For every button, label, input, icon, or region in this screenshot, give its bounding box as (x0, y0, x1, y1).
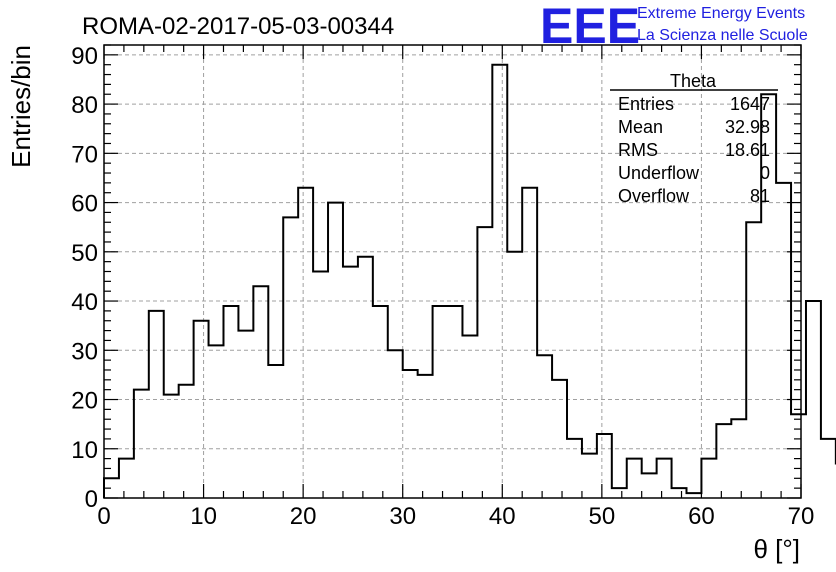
histogram-bin-9 (238, 331, 253, 498)
histogram-outline (103, 63, 836, 498)
histogram-bin-32 (582, 454, 597, 498)
histogram-bin-5 (179, 385, 194, 498)
x-tick-label-6: 60 (688, 503, 715, 530)
stats-value-entries: 1647 (730, 94, 770, 114)
histogram-bin-43 (746, 222, 761, 498)
stats-label-overflow: Overflow (618, 186, 690, 206)
axis-ticks (103, 44, 802, 499)
histogram-bin-45 (776, 183, 791, 498)
histogram-bin-27 (507, 252, 522, 498)
stats-value-underflow: 0 (760, 163, 770, 183)
histogram-bin-12 (283, 217, 298, 498)
stats-value-rms: 18.61 (725, 140, 770, 160)
histogram-bin-21 (418, 375, 433, 498)
histogram-bin-31 (567, 439, 582, 498)
histogram-bin-20 (403, 370, 418, 498)
histogram-bin-34 (612, 488, 627, 498)
stats-value-mean: 32.98 (725, 117, 770, 137)
x-tick-label-0: 0 (97, 503, 110, 530)
histogram-bin-25 (477, 227, 492, 498)
histogram-bin-40 (701, 459, 716, 498)
x-tick-label-3: 30 (389, 503, 416, 530)
histogram-bin-17 (358, 257, 373, 498)
tick-labels: 0 10 20 30 40 50 60 70 0 10 20 30 40 50 60 70 80 90 (71, 43, 814, 530)
chart-title: ROMA-02-2017-05-03-00344 (82, 13, 394, 40)
x-tick-label-1: 10 (190, 503, 217, 530)
x-axis-label: θ [°] (753, 534, 800, 564)
eee-logo: EEE Extreme Energy Events La Scienza nel… (540, 0, 808, 54)
stats-label-mean: Mean (618, 117, 663, 137)
logo-mark: EEE (540, 0, 640, 54)
y-tick-label-3: 30 (71, 338, 98, 365)
histogram-bin-2 (134, 390, 149, 498)
histogram-bin-47 (806, 301, 821, 498)
y-tick-label-4: 40 (71, 289, 98, 316)
histogram-bin-29 (537, 355, 552, 498)
grid (104, 45, 801, 498)
stats-label-rms: RMS (618, 140, 658, 160)
histogram-bin-46 (791, 414, 806, 498)
plot-frame (103, 44, 802, 499)
logo-line-2: La Scienza nelle Scuole (637, 27, 808, 44)
histogram-bin-26 (492, 65, 507, 498)
x-tick-label-2: 20 (290, 503, 317, 530)
histogram-bin-8 (223, 306, 238, 498)
histogram-bin-3 (149, 311, 164, 498)
y-tick-label-5: 50 (71, 240, 98, 267)
histogram-bin-48 (821, 439, 836, 498)
x-tick-label-5: 50 (589, 503, 616, 530)
histogram-bin-28 (522, 188, 537, 498)
histogram-bin-30 (552, 380, 567, 498)
histogram-bin-13 (298, 188, 313, 498)
histogram-bin-35 (627, 459, 642, 498)
stats-title: Theta (670, 71, 717, 91)
histogram-bin-24 (462, 336, 477, 498)
histogram-bin-41 (716, 424, 731, 498)
histogram-bin-37 (657, 459, 672, 498)
y-tick-label-6: 60 (71, 191, 98, 218)
y-tick-label-8: 80 (71, 92, 98, 119)
x-tick-label-7: 70 (788, 503, 815, 530)
histogram-bin-4 (164, 395, 179, 498)
stats-box: Theta Entries 1647 Mean 32.98 RMS 18.61 Underf… (610, 71, 778, 206)
y-tick-label-2: 20 (71, 388, 98, 415)
y-tick-label-1: 10 (71, 437, 98, 464)
histogram-bin-23 (448, 306, 463, 498)
histogram-bin-38 (672, 488, 687, 498)
histogram-bin-14 (313, 272, 328, 499)
histogram-bin-6 (194, 321, 209, 498)
histogram-bin-22 (433, 306, 448, 498)
histogram-bin-11 (268, 365, 283, 498)
histogram-bin-36 (642, 473, 657, 498)
histogram-bin-1 (119, 459, 134, 498)
histogram (103, 63, 836, 499)
histogram-bin-19 (388, 350, 403, 498)
histogram-bin-7 (209, 345, 224, 498)
histogram-bin-18 (373, 306, 388, 498)
y-tick-label-7: 70 (71, 141, 98, 168)
histogram-bin-42 (731, 419, 746, 498)
stats-label-underflow: Underflow (618, 163, 700, 183)
y-tick-label-0: 0 (85, 486, 98, 513)
y-axis-label: Entries/bin (6, 45, 36, 168)
x-tick-label-4: 40 (489, 503, 516, 530)
stats-label-entries: Entries (618, 94, 674, 114)
stats-value-overflow: 81 (750, 186, 770, 206)
y-tick-label-9: 90 (71, 43, 98, 70)
histogram-bin-10 (253, 286, 268, 498)
histogram-bin-33 (597, 434, 612, 498)
logo-line-1: Extreme Energy Events (637, 5, 805, 22)
stats-rows: Entries 1647 Mean 32.98 RMS 18.61 Underflow 0 Ov… (618, 94, 770, 206)
